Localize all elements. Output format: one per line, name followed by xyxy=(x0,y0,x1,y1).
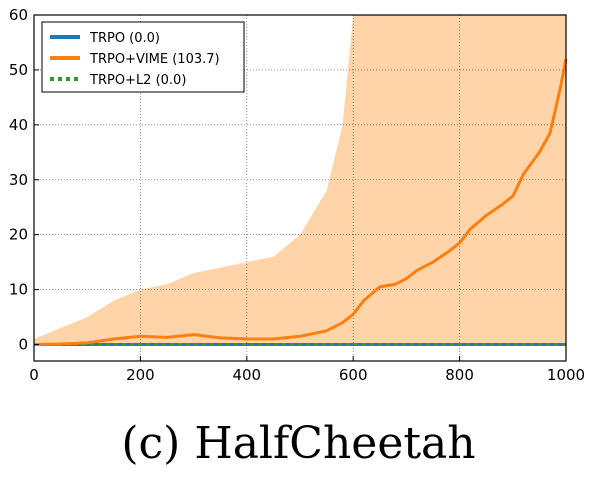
x-tick-label: 1000 xyxy=(547,366,585,384)
legend: TRPO (0.0) TRPO+VIME (103.7) TRPO+L2 (0.0) xyxy=(41,21,245,93)
y-tick-label: 60 xyxy=(9,6,28,24)
legend-label-1: TRPO+VIME (103.7) xyxy=(89,52,220,67)
y-tick-label: 10 xyxy=(9,281,28,299)
x-tick-label: 800 xyxy=(445,366,474,384)
series-lines xyxy=(33,58,568,346)
y-tick-label: 40 xyxy=(9,116,28,134)
x-tick-label: 400 xyxy=(232,366,261,384)
plot-frame xyxy=(33,14,567,362)
figure-caption: (c) HalfCheetah xyxy=(121,418,476,469)
x-tick-label: 600 xyxy=(339,366,368,384)
x-tick-label: 0 xyxy=(29,366,39,384)
y-tick-label: 20 xyxy=(9,226,28,244)
axes: 0 200 400 600 800 1000 0 10 20 30 40 50 60 xyxy=(9,6,585,384)
x-tick-label: 200 xyxy=(126,366,155,384)
chart-svg: 0 200 400 600 800 1000 0 10 20 30 40 50 60 TRPO (0.0… xyxy=(9,6,585,384)
legend-label-2: TRPO+L2 (0.0) xyxy=(89,73,186,88)
y-tick-label: 50 xyxy=(9,61,28,79)
y-tick-label: 30 xyxy=(9,171,28,189)
y-tick-label: 0 xyxy=(18,336,28,354)
legend-label-0: TRPO (0.0) xyxy=(89,31,160,46)
series-line-1 xyxy=(33,58,568,346)
